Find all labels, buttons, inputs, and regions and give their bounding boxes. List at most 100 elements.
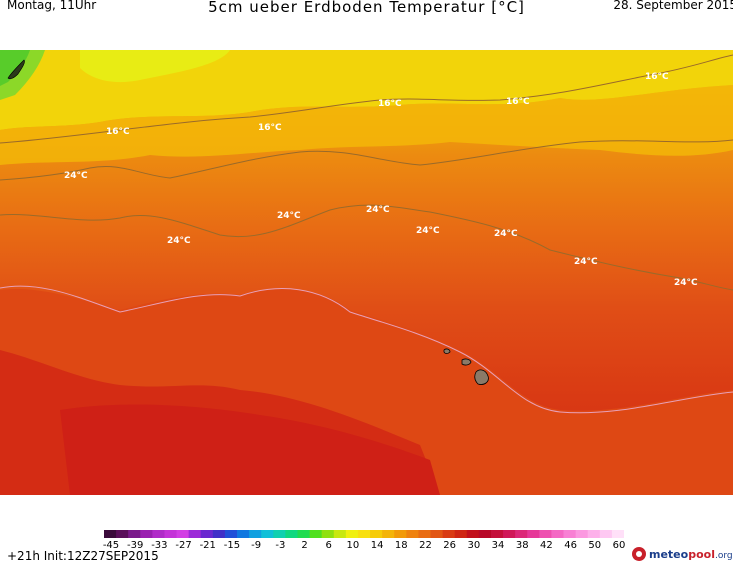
color-scale-swatch xyxy=(454,530,468,538)
color-scale-tick-label: 6 xyxy=(325,540,332,551)
light-yellow-zone xyxy=(80,50,230,83)
color-scale-swatch xyxy=(309,530,323,538)
color-scale-swatch xyxy=(212,530,226,538)
green-core-zone xyxy=(0,50,30,86)
temperature-map: 16°C 16°C 16°C 16°C 16°C 24°C 24°C 24°C … xyxy=(0,50,733,495)
isotherm-label: 24°C xyxy=(277,211,301,221)
color-scale-swatch xyxy=(237,530,250,538)
color-scale-swatch xyxy=(152,530,165,538)
color-scale-tick-label: -21 xyxy=(199,540,216,551)
color-scale-swatch xyxy=(527,530,540,538)
isotherm-28-line xyxy=(0,285,733,414)
color-scale-swatch xyxy=(575,530,589,538)
color-scale-tick-label: 50 xyxy=(588,540,602,551)
color-scale-tick-label: 46 xyxy=(564,540,577,551)
logo-brand-b: pool xyxy=(688,547,715,561)
color-scale-swatch xyxy=(442,530,456,538)
color-scale-swatch xyxy=(273,530,286,538)
color-scale-ticks: -45 -39 -33 -27 -21 -15 -9 -3 2 6 10 14 18 22 26 30 34 38… xyxy=(103,540,631,552)
color-scale-swatch xyxy=(249,530,262,538)
logo-brand-a: meteo xyxy=(649,547,689,561)
color-scale-tick-label: 18 xyxy=(394,540,408,551)
color-scale-swatch xyxy=(357,530,371,538)
color-scale-swatch xyxy=(599,530,613,538)
color-scale-swatch xyxy=(539,530,552,538)
color-scale-tick-label: 2 xyxy=(301,540,308,551)
color-scale-tick-label: -33 xyxy=(151,540,168,551)
color-scale-swatch xyxy=(587,530,601,538)
color-scale-tick-label: 30 xyxy=(467,540,481,551)
isotherm-label: 16°C xyxy=(506,97,530,107)
color-scale-tick-label: 60 xyxy=(612,540,626,551)
color-scale-tick-label: 38 xyxy=(515,540,529,551)
map-title: 5cm ueber Erdboden Temperatur [°C] xyxy=(208,0,525,16)
isotherm-labels: 16°C 16°C 16°C 16°C 16°C 24°C 24°C 24°C … xyxy=(64,72,698,288)
color-scale-swatch xyxy=(140,530,153,538)
header: Montag, 11Uhr 5cm ueber Erdboden Tempera… xyxy=(0,0,733,48)
color-scale-swatch xyxy=(382,530,395,538)
island-maui xyxy=(461,358,472,366)
color-scale-tick-label: -9 xyxy=(251,540,262,551)
coastline-fragment xyxy=(7,59,25,80)
color-scale-swatch xyxy=(370,530,383,538)
color-scale-swatch xyxy=(430,530,444,538)
isotherm-label: 16°C xyxy=(106,127,130,137)
color-scale-swatch xyxy=(333,530,347,538)
meteopool-logo-icon xyxy=(632,547,646,561)
model-run-label: +21h Init:12Z27SEP2015 xyxy=(7,549,159,563)
color-scale-swatch xyxy=(188,530,202,538)
isotherm-label: 24°C xyxy=(416,226,440,236)
color-scale-swatch xyxy=(200,530,214,538)
color-scale-swatch xyxy=(478,530,492,538)
color-scale-swatch xyxy=(406,530,419,538)
color-scale-swatch xyxy=(261,530,274,538)
color-scale-swatch xyxy=(394,530,407,538)
isotherm-label: 16°C xyxy=(258,123,282,133)
forecast-date-label: 28. September 2015 xyxy=(613,0,733,12)
isotherm-label: 16°C xyxy=(378,99,402,109)
isotherm-label: 24°C xyxy=(366,205,390,215)
color-scale-tick-label: 14 xyxy=(370,540,384,551)
isotherm-label: 24°C xyxy=(674,278,698,288)
color-scale-swatch xyxy=(418,530,432,538)
color-scale-tick-label: -39 xyxy=(127,540,144,551)
color-scale-swatch xyxy=(515,530,528,538)
isotherm-24-line xyxy=(0,204,733,291)
color-scale-bar xyxy=(104,530,624,538)
color-scale-tick-label: 42 xyxy=(540,540,553,551)
island-big-island xyxy=(474,369,489,385)
color-scale-swatch xyxy=(176,530,190,538)
color-scale-swatch xyxy=(551,530,565,538)
color-scale-tick-label: -15 xyxy=(223,540,241,551)
meteopool-logo: meteopool.org xyxy=(632,547,733,561)
island-oahu xyxy=(443,348,451,354)
temperature-field: 16°C 16°C 16°C 16°C 16°C 24°C 24°C 24°C … xyxy=(0,50,733,495)
isotherm-20-line xyxy=(0,139,733,181)
color-scale-tick-label: -27 xyxy=(175,540,192,551)
color-scale-tick-label: 10 xyxy=(346,540,360,551)
forecast-day-label: Montag, 11Uhr xyxy=(7,0,97,12)
color-scale-swatch xyxy=(563,530,577,538)
color-scale-tick-label: -45 xyxy=(102,540,120,551)
color-scale-swatch xyxy=(466,530,480,538)
color-scale-swatch xyxy=(503,530,516,538)
color-scale-swatch xyxy=(224,530,238,538)
color-scale-swatch xyxy=(345,530,359,538)
color-scale-swatch xyxy=(490,530,504,538)
meteopool-logo-text: meteopool.org xyxy=(649,548,733,561)
logo-tld: .org xyxy=(714,550,733,561)
color-scale-swatch xyxy=(285,530,298,538)
color-scale-swatch xyxy=(164,530,178,538)
color-scale-swatch xyxy=(116,530,129,538)
isotherm-label: 24°C xyxy=(167,236,191,246)
isotherm-label: 24°C xyxy=(494,229,518,239)
color-scale-tick-label: 22 xyxy=(419,540,432,551)
color-scale-tick-label: -3 xyxy=(275,540,286,551)
color-scale-tick-label: 26 xyxy=(443,540,457,551)
color-scale-swatch xyxy=(128,530,141,538)
isotherm-label: 16°C xyxy=(645,72,669,82)
isotherm-16-line xyxy=(0,54,733,144)
color-scale-tick-label: 34 xyxy=(491,540,505,551)
isotherm-label: 24°C xyxy=(574,257,598,267)
color-scale-swatch xyxy=(104,530,117,538)
